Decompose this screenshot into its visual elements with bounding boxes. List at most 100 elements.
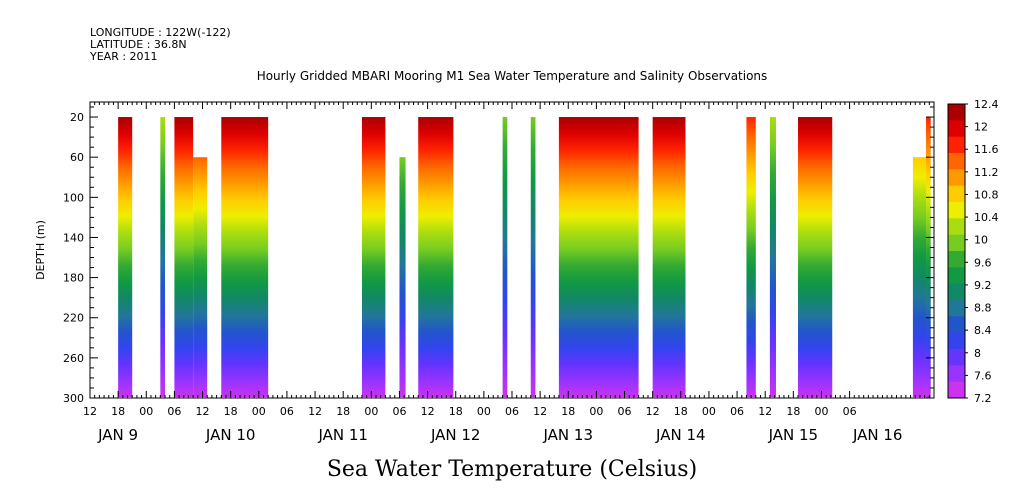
x-tick-label: 06 [618,405,632,418]
colorbar-swatch [948,234,965,252]
x-tick-label: 18 [561,405,575,418]
colorbar-swatch [948,365,965,383]
y-tick-label: 300 [63,392,84,405]
colorbar-label: 11.2 [974,166,999,179]
data-segment [221,117,269,399]
data-segment [530,117,536,399]
data-segment [746,117,756,399]
colorbar-label: 10 [974,234,988,247]
colorbar-label: 8.4 [974,324,992,337]
x-tick-label: 06 [167,405,181,418]
colorbar-label: 9.6 [974,256,992,269]
colorbar-swatch [948,349,965,366]
colorbar-swatch [948,283,965,301]
colorbar-label: 9.2 [974,279,992,292]
x-tick-label: 12 [758,405,772,418]
x-tick-label: 06 [280,405,294,418]
colorbar-swatch [948,169,965,187]
x-tick-label: 06 [730,405,744,418]
data-segment [502,117,508,399]
x-tick-label: 12 [421,405,435,418]
year-label: YEAR : 2011 [89,50,158,63]
y-tick-label: 220 [63,312,84,325]
colorbar: 7.2 7.6 8 8.4 8.8 9.2 9.6 10 10.4 10.8 11.2 11.6 12 1… [947,98,999,405]
colorbar-swatch [948,251,965,268]
x-tick-label: 12 [533,405,547,418]
colorbar-label: 10.4 [974,211,999,224]
data-segment [418,117,454,399]
colorbar-swatch [948,104,965,121]
x-day-label: JAN 16 [852,426,903,444]
y-tick-label: 180 [63,272,84,285]
colorbar-swatch [948,218,965,236]
colorbar-swatch [948,300,965,317]
data-segment [769,117,776,399]
colorbar-swatch [948,202,965,219]
x-tick-label: 00 [477,405,491,418]
latitude-label: LATITUDE : 36.8N [90,38,187,51]
data-segment [118,117,133,399]
x-day-label: JAN 10 [205,426,256,444]
y-tick-label: 140 [63,231,84,244]
data-segment [174,117,194,399]
data-segment [926,117,931,399]
data-segment [193,157,208,398]
colorbar-label: 11.6 [974,143,999,156]
x-tick-label: 06 [505,405,519,418]
x-tick-label: 18 [786,405,800,418]
chart-title: Hourly Gridded MBARI Mooring M1 Sea Wate… [257,69,768,83]
data-segment [399,157,406,398]
x-day-label: JAN 15 [768,426,819,444]
data-segment [558,117,639,399]
colorbar-swatch [948,136,965,154]
x-tick-label: 12 [196,405,210,418]
data-segment [798,117,833,399]
colorbar-swatch [948,185,965,203]
y-tick-label: 100 [63,191,84,204]
colorbar-label: 10.8 [974,188,999,201]
data-segment [912,157,927,398]
x-day-label: JAN 14 [655,426,706,444]
x-tick-label: 06 [843,405,857,418]
x-day-label: JAN 9 [97,426,138,444]
colorbar-label: 7.2 [974,392,992,405]
y-tick-label: 60 [70,151,84,164]
x-tick-label: 00 [589,405,603,418]
colorbar-frame [947,103,966,399]
colorbar-swatch [948,381,965,399]
x-day-label: JAN 13 [543,426,594,444]
colorbar-swatch [948,267,965,285]
colorbar-swatch [948,316,965,334]
colorbar-swatch [948,153,965,170]
x-tick-label: 18 [674,405,688,418]
colorbar-label: 8 [974,347,981,360]
x-tick-label: 18 [449,405,463,418]
y-axis-label: DEPTH (m) [34,220,47,280]
x-tick-label: 12 [83,405,97,418]
colorbar-swatch [948,120,965,138]
x-tick-label: 18 [224,405,238,418]
axes: 12 18 00 06 12 18 00 06 12 18 00 06 12 18 00 06 12 18 00 06… [63,102,935,444]
colorbar-label: 8.8 [974,302,992,315]
y-tick-label: 20 [70,111,84,124]
x-tick-label: 00 [139,405,153,418]
x-tick-label: 18 [336,405,350,418]
data-segment [652,117,686,399]
x-tick-label: 12 [308,405,322,418]
data-segments [118,117,931,399]
x-day-label: JAN 11 [317,426,368,444]
colorbar-label: 7.6 [974,369,992,382]
colorbar-label: 12.4 [974,98,999,111]
x-tick-label: 00 [252,405,266,418]
colorbar-swatch [948,332,965,350]
x-tick-label: 00 [702,405,716,418]
x-tick-label: 00 [364,405,378,418]
x-tick-label: 00 [814,405,828,418]
data-segment [361,117,386,399]
x-tick-label: 06 [392,405,406,418]
x-day-label: JAN 12 [430,426,481,444]
longitude-label: LONGITUDE : 122W(-122) [90,26,231,39]
x-tick-label: 18 [111,405,125,418]
x-axis-title: Sea Water Temperature (Celsius) [327,457,697,482]
y-tick-label: 260 [63,352,84,365]
